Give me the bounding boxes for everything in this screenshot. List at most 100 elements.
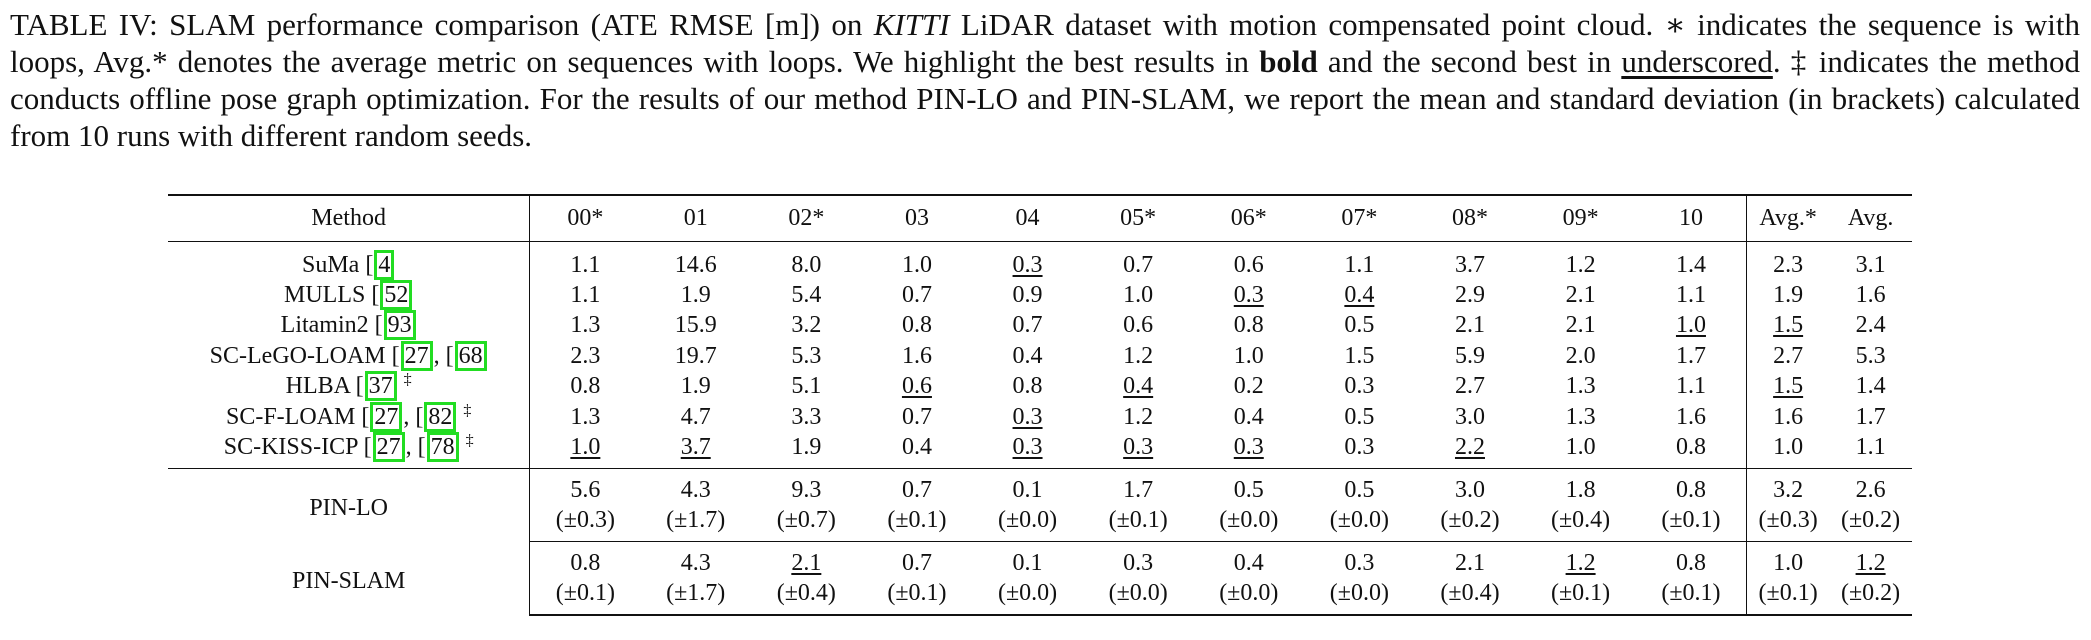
value-cell: 1.9 [680, 373, 711, 400]
mean-cell: 0.7 [901, 477, 932, 503]
value-cell: 1.1 [1344, 251, 1375, 278]
mean-cell: 9.3 [791, 477, 822, 503]
citation-link[interactable]: 27 [400, 340, 433, 371]
mean-cell: 0.1 [1012, 550, 1043, 576]
header-cell: 02* [751, 194, 862, 242]
header-cell: 03 [861, 194, 973, 242]
value-cell: 0.3 [1233, 281, 1264, 308]
std-cell: (±0.2) [1829, 505, 1912, 542]
caption-text-2: LiDAR dataset with motion compensated po… [10, 7, 2080, 79]
value-cell: 0.8 [529, 371, 641, 402]
method-cell: SC-F-LOAM [27, [82 ‡ [225, 401, 472, 432]
header-row: Method 00* 01 02* 03 04 05* 06* 07* 08* … [168, 194, 1912, 242]
caption-text-1: SLAM performance comparison (ATE RMSE [m… [157, 7, 874, 42]
value-cell: 5.1 [791, 373, 822, 400]
std-cell: (±0.1) [529, 578, 641, 616]
value-cell: 1.6 [1746, 401, 1830, 432]
citation-link[interactable]: 27 [372, 432, 405, 462]
method-cell: SuMa [4 [168, 241, 530, 280]
method-name: SC-LeGO-LOAM [209, 342, 386, 369]
citation-link[interactable]: 37 [364, 371, 397, 402]
value-cell: 15.9 [674, 312, 717, 339]
offline-pgo-marker: ‡ [463, 401, 472, 419]
std-cell: (±0.0) [1082, 578, 1194, 616]
header-cell: 01 [640, 194, 752, 242]
std-cell: (±0.3) [1746, 505, 1830, 542]
value-cell: 1.9 [1746, 279, 1830, 310]
mean-cell: 3.0 [1454, 477, 1485, 503]
value-cell: 0.8 [1635, 432, 1747, 469]
value-cell: 8.0 [791, 251, 822, 278]
std-cell: (±0.0) [1193, 578, 1305, 616]
pin-slam-rows: PIN-SLAM 0.8 4.3 2.1 0.7 0.1 0.3 0.4 0.3 2.1 1.2 0.… [168, 541, 1912, 616]
mean-cell: 1.7 [1123, 477, 1154, 503]
value-cell: 0.9 [1012, 281, 1043, 308]
value-cell: 0.3 [1304, 432, 1415, 469]
citation-link[interactable]: 78 [426, 432, 459, 462]
value-cell: 1.9 [751, 432, 862, 469]
value-cell: 0.3 [1193, 432, 1305, 469]
mean-cell: 0.5 [1233, 477, 1264, 503]
std-cell: (±0.0) [1304, 505, 1415, 542]
value-cell: 3.2 [791, 312, 822, 339]
value-cell: 1.6 [1855, 281, 1886, 308]
value-cell: 1.0 [1123, 281, 1154, 308]
value-cell: 2.1 [1454, 312, 1485, 339]
std-cell: (±0.0) [1304, 578, 1415, 616]
value-cell: 0.3 [1012, 251, 1043, 278]
std-cell: (±0.1) [1635, 578, 1747, 616]
mean-cell: 0.4 [1233, 550, 1264, 576]
method-cell: PIN-SLAM [291, 568, 406, 595]
value-cell: 1.0 [1233, 342, 1264, 369]
value-cell: 1.0 [529, 432, 641, 469]
header-cell: 06* [1193, 194, 1305, 242]
std-cell: (±0.1) [1635, 505, 1747, 542]
table-row: Litamin2 [93 1.3 15.9 3.2 0.8 0.7 0.6 0.8 0.5 2.1… [168, 310, 1912, 341]
value-cell: 3.7 [640, 432, 752, 469]
citation-link[interactable]: 93 [383, 310, 416, 341]
method-cell: SC-KISS-ICP [27, [78 ‡ [168, 432, 530, 469]
results-table: Method 00* 01 02* 03 04 05* 06* 07* 08* … [168, 194, 1912, 616]
mean-cell: 4.3 [680, 550, 711, 576]
mean-cell: 1.2 [1855, 550, 1886, 576]
table-row: SC-F-LOAM [27, [82 ‡ 1.3 4.7 3.3 0.7 0.3 1.2 0.… [168, 401, 1912, 432]
citation-link[interactable]: 68 [454, 340, 487, 371]
table-row-mean: PIN-SLAM 0.8 4.3 2.1 0.7 0.1 0.3 0.4 0.3 2.1 1.2 0.… [168, 541, 1912, 594]
header-cell: Method [168, 194, 530, 242]
citation-link[interactable]: 27 [370, 401, 403, 432]
method-cell: MULLS [52 [168, 279, 530, 311]
citation-link[interactable]: 82 [424, 401, 457, 432]
value-cell: 0.4 [1012, 342, 1043, 369]
table-row: SC-KISS-ICP [27, [78 ‡ 1.0 3.7 1.9 0.4 0.3 0.3… [168, 432, 1912, 469]
offline-pgo-marker: ‡ [403, 371, 412, 389]
method-cell: PIN-LO [309, 495, 388, 522]
header-cell: 10 [1635, 194, 1747, 242]
std-cell: (±0.1) [861, 505, 973, 542]
mean-cell: 2.1 [1454, 550, 1485, 576]
value-cell: 1.7 [1675, 342, 1706, 369]
header-cell: 07* [1304, 194, 1415, 242]
value-cell: 0.6 [901, 373, 932, 400]
value-cell: 1.4 [1855, 373, 1886, 400]
mean-cell: 0.3 [1123, 550, 1154, 576]
value-cell: 1.9 [680, 281, 711, 308]
table-row-mean: PIN-LO 5.6 4.3 9.3 0.7 0.1 1.7 0.5 0.5 3.0 1.8 0.8 3… [168, 468, 1912, 521]
value-cell: 0.4 [861, 432, 973, 469]
value-cell: 3.7 [1454, 251, 1485, 278]
citation-link[interactable]: 4 [374, 249, 395, 280]
value-cell: 0.2 [1233, 373, 1264, 400]
citation-link[interactable]: 52 [380, 279, 413, 310]
caption-underline-word: underscored [1621, 44, 1773, 79]
value-cell: 0.8 [1012, 373, 1043, 400]
mean-cell: 0.5 [1344, 477, 1375, 503]
method-cell: Litamin2 [93 [168, 310, 530, 341]
value-cell: 1.0 [1675, 312, 1706, 339]
value-cell: 1.0 [901, 251, 932, 278]
value-cell: 2.0 [1565, 342, 1596, 369]
mean-cell: 0.1 [1012, 477, 1043, 503]
mean-cell: 2.1 [791, 550, 822, 576]
mean-cell: 4.3 [680, 477, 711, 503]
std-cell: (±1.7) [640, 505, 752, 542]
value-cell: 3.0 [1454, 403, 1485, 430]
value-cell: 19.7 [674, 342, 717, 369]
